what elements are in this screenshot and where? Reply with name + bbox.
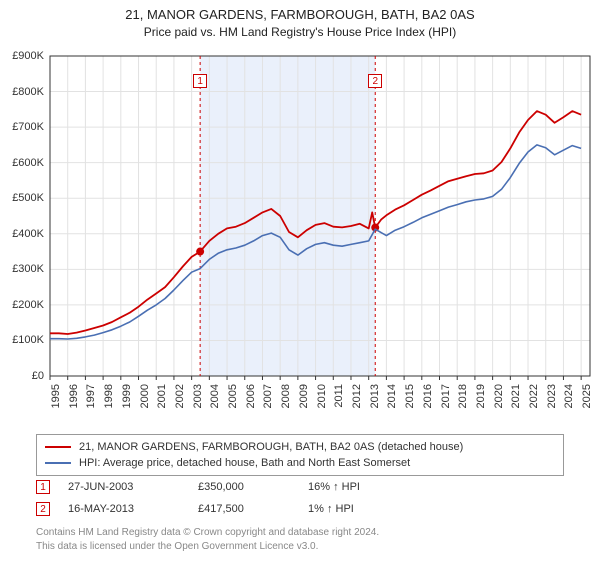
x-tick-label: 2017 [440,384,452,424]
chart-title: 21, MANOR GARDENS, FARMBOROUGH, BATH, BA… [0,6,600,24]
y-tick-label: £100K [0,334,44,346]
x-tick-label: 2024 [563,384,575,424]
x-tick-label: 2001 [156,384,168,424]
legend-label: HPI: Average price, detached house, Bath… [79,457,410,469]
y-tick-label: £800K [0,86,44,98]
sale-hpi-delta: 16% ↑ HPI [308,481,564,493]
legend-swatch [45,462,71,464]
x-tick-label: 1997 [85,384,97,424]
legend-label: 21, MANOR GARDENS, FARMBOROUGH, BATH, BA… [79,441,463,453]
sale-date: 27-JUN-2003 [68,481,198,493]
y-tick-label: £700K [0,121,44,133]
x-tick-label: 2003 [192,384,204,424]
sales-table: 1 27-JUN-2003 £350,000 16% ↑ HPI 2 16-MA… [36,476,564,520]
y-tick-label: £0 [0,370,44,382]
sales-row: 1 27-JUN-2003 £350,000 16% ↑ HPI [36,476,564,498]
x-tick-label: 2011 [333,384,345,424]
sale-marker-2: 2 [36,502,50,516]
x-tick-label: 2008 [280,384,292,424]
x-tick-label: 1999 [121,384,133,424]
x-tick-label: 2015 [404,384,416,424]
y-tick-label: £500K [0,192,44,204]
x-tick-label: 1998 [103,384,115,424]
legend: 21, MANOR GARDENS, FARMBOROUGH, BATH, BA… [36,434,564,476]
sale-hpi-delta: 1% ↑ HPI [308,503,564,515]
x-tick-label: 1995 [50,384,62,424]
y-tick-label: £200K [0,299,44,311]
x-tick-label: 2004 [209,384,221,424]
x-tick-label: 2005 [227,384,239,424]
line-chart-svg [0,46,600,426]
legend-item: HPI: Average price, detached house, Bath… [45,455,555,471]
sale-date: 16-MAY-2013 [68,503,198,515]
y-tick-label: £300K [0,263,44,275]
x-tick-label: 2009 [298,384,310,424]
x-tick-label: 2000 [139,384,151,424]
x-tick-label: 2006 [245,384,257,424]
x-tick-label: 2010 [316,384,328,424]
x-tick-label: 2020 [493,384,505,424]
sales-row: 2 16-MAY-2013 £417,500 1% ↑ HPI [36,498,564,520]
x-tick-label: 1996 [68,384,80,424]
x-tick-label: 2012 [351,384,363,424]
x-tick-label: 2018 [457,384,469,424]
x-tick-label: 2002 [174,384,186,424]
x-tick-label: 2022 [528,384,540,424]
event-marker-1: 1 [193,74,207,88]
y-tick-label: £400K [0,228,44,240]
x-tick-label: 2014 [386,384,398,424]
sale-marker-1: 1 [36,480,50,494]
footer-attribution: Contains HM Land Registry data © Crown c… [36,526,564,553]
footer-line: Contains HM Land Registry data © Crown c… [36,526,564,540]
event-marker-2: 2 [368,74,382,88]
y-tick-label: £600K [0,157,44,169]
x-tick-label: 2013 [369,384,381,424]
sale-price: £350,000 [198,481,308,493]
chart-subtitle: Price paid vs. HM Land Registry's House … [0,25,600,39]
x-tick-label: 2007 [262,384,274,424]
x-tick-label: 2025 [581,384,593,424]
chart-area: £0 £100K £200K £300K £400K £500K £600K £700K £80… [0,46,600,426]
legend-item: 21, MANOR GARDENS, FARMBOROUGH, BATH, BA… [45,439,555,455]
x-tick-label: 2023 [546,384,558,424]
footer-line: This data is licensed under the Open Gov… [36,540,564,554]
x-tick-label: 2016 [422,384,434,424]
x-tick-label: 2021 [510,384,522,424]
sale-price: £417,500 [198,503,308,515]
y-tick-label: £900K [0,50,44,62]
x-tick-label: 2019 [475,384,487,424]
legend-swatch [45,446,71,448]
